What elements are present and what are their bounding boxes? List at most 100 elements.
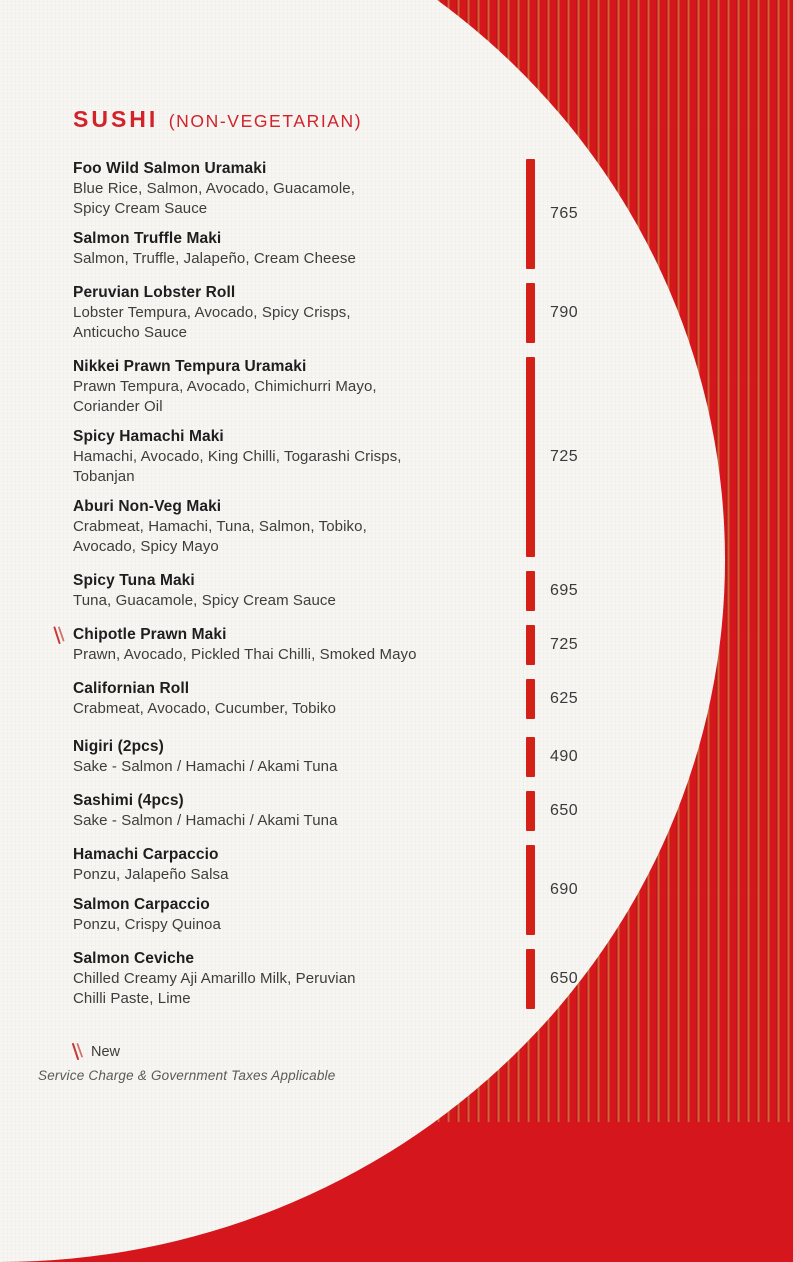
- description-line: Tobanjan: [73, 468, 135, 485]
- menu-group-items: Hamachi Carpaccio Ponzu, Jalapeño Salsa Sa…: [73, 845, 526, 935]
- item-name: Salmon Carpaccio: [73, 896, 210, 913]
- menu-group-items: Sashimi (4pcs) Sake - Salmon / Hamachi / …: [73, 791, 526, 831]
- menu-group: Sashimi (4pcs) Sake - Salmon / Hamachi / …: [73, 791, 613, 831]
- menu-group-items: Foo Wild Salmon Uramaki Blue Rice, Salmon…: [73, 159, 526, 269]
- item-description: Ponzu, Crispy Quinoa: [73, 915, 526, 935]
- description-line: Ponzu, Jalapeño Salsa: [73, 866, 229, 883]
- menu-group-items: Peruvian Lobster Roll Lobster Tempura, Av…: [73, 283, 526, 343]
- menu-group-items: Nikkei Prawn Tempura Uramaki Prawn Tempur…: [73, 357, 526, 557]
- item-name: Salmon Truffle Maki: [73, 230, 222, 247]
- menu-item: Nikkei Prawn Tempura Uramaki Prawn Tempur…: [73, 357, 526, 417]
- item-name: Salmon Ceviche: [73, 950, 195, 967]
- item-name: Nikkei Prawn Tempura Uramaki: [73, 358, 307, 375]
- description-line: Salmon, Truffle, Jalapeño, Cream Cheese: [73, 250, 356, 267]
- item-description: Chilled Creamy Aji Amarillo Milk, Peruvi…: [73, 969, 526, 1009]
- menu-item: Californian Roll Crabmeat, Avocado, Cucum…: [73, 679, 526, 719]
- item-name: Spicy Tuna Maki: [73, 572, 195, 589]
- description-line: Crabmeat, Avocado, Cucumber, Tobiko: [73, 700, 337, 717]
- menu-item: Salmon Carpaccio Ponzu, Crispy Quinoa: [73, 895, 526, 935]
- item-description: Blue Rice, Salmon, Avocado, Guacamole, Sp…: [73, 179, 526, 219]
- menu-group: Hamachi Carpaccio Ponzu, Jalapeño Salsa Sa…: [73, 845, 613, 935]
- new-legend-label: New: [91, 1044, 121, 1060]
- description-line: Prawn, Avocado, Pickled Thai Chilli, Smo…: [73, 646, 417, 663]
- item-name: Aburi Non-Veg Maki: [73, 498, 222, 515]
- item-price: 650: [550, 802, 579, 819]
- price-bar: [526, 625, 535, 665]
- item-price: 625: [550, 690, 579, 707]
- menu-group: Salmon Ceviche Chilled Creamy Aji Amarill…: [73, 949, 613, 1009]
- item-price: 725: [550, 448, 579, 465]
- chopsticks-new-icon: [70, 1043, 83, 1061]
- chopsticks-new-icon: [51, 626, 65, 645]
- item-price: 490: [550, 748, 579, 765]
- item-name: Sashimi (4pcs): [73, 792, 184, 809]
- menu-group-items: Salmon Ceviche Chilled Creamy Aji Amarill…: [73, 949, 526, 1009]
- item-description: Tuna, Guacamole, Spicy Cream Sauce: [73, 591, 526, 611]
- item-description: Hamachi, Avocado, King Chilli, Togarashi…: [73, 447, 526, 487]
- description-line: Sake - Salmon / Hamachi / Akami Tuna: [73, 812, 338, 829]
- menu-group-items: Spicy Tuna Maki Tuna, Guacamole, Spicy Cr…: [73, 571, 526, 611]
- description-line: Prawn Tempura, Avocado, Chimichurri Mayo…: [73, 378, 377, 395]
- price-bar: [526, 679, 535, 719]
- section-subtitle: (NON-VEGETARIAN): [168, 111, 363, 131]
- item-description: Sake - Salmon / Hamachi / Akami Tuna: [73, 811, 526, 831]
- menu-item: Aburi Non-Veg Maki Crabmeat, Hamachi, Tun…: [73, 497, 526, 557]
- description-line: Coriander Oil: [73, 398, 163, 415]
- menu-item: Peruvian Lobster Roll Lobster Tempura, Av…: [73, 283, 526, 343]
- menu-group-items: Chipotle Prawn Maki Prawn, Avocado, Pickl…: [53, 625, 526, 665]
- price-bar: [526, 283, 535, 343]
- menu-item: Nigiri (2pcs) Sake - Salmon / Hamachi / A…: [73, 737, 526, 777]
- menu-group: Chipotle Prawn Maki Prawn, Avocado, Pickl…: [53, 625, 613, 665]
- description-line: Sake - Salmon / Hamachi / Akami Tuna: [73, 758, 338, 775]
- item-name: Californian Roll: [73, 680, 190, 697]
- item-description: Ponzu, Jalapeño Salsa: [73, 865, 526, 885]
- price-bar: [526, 159, 535, 269]
- menu-group: Spicy Tuna Maki Tuna, Guacamole, Spicy Cr…: [73, 571, 613, 611]
- description-line: Hamachi, Avocado, King Chilli, Togarashi…: [73, 448, 402, 465]
- description-line: Chilli Paste, Lime: [73, 990, 191, 1007]
- price-bar: [526, 845, 535, 935]
- item-description: Prawn, Avocado, Pickled Thai Chilli, Smo…: [73, 645, 526, 665]
- price-bar: [526, 737, 535, 777]
- item-price: 725: [550, 636, 579, 653]
- menu-item: Salmon Truffle Maki Salmon, Truffle, Jala…: [73, 229, 526, 269]
- price-bar: [526, 791, 535, 831]
- description-line: Lobster Tempura, Avocado, Spicy Crisps,: [73, 304, 351, 321]
- menu-item: Chipotle Prawn Maki Prawn, Avocado, Pickl…: [53, 625, 526, 665]
- item-price: 695: [550, 582, 579, 599]
- menu-group: Californian Roll Crabmeat, Avocado, Cucum…: [73, 679, 613, 719]
- menu-item: Spicy Tuna Maki Tuna, Guacamole, Spicy Cr…: [73, 571, 526, 611]
- item-description: Lobster Tempura, Avocado, Spicy Crisps, A…: [73, 303, 526, 343]
- menu-content: SUSHI (NON-VEGETARIAN) Foo Wild Salmon U…: [53, 106, 613, 1023]
- price-bar: [526, 949, 535, 1009]
- menu-group: Nikkei Prawn Tempura Uramaki Prawn Tempur…: [73, 357, 613, 557]
- item-name: Peruvian Lobster Roll: [73, 284, 236, 301]
- menu-item: Salmon Ceviche Chilled Creamy Aji Amarill…: [73, 949, 526, 1009]
- menu-item: Foo Wild Salmon Uramaki Blue Rice, Salmon…: [73, 159, 526, 219]
- description-line: Chilled Creamy Aji Amarillo Milk, Peruvi…: [73, 970, 356, 987]
- page-title: SUSHI (NON-VEGETARIAN): [73, 106, 613, 133]
- description-line: Avocado, Spicy Mayo: [73, 538, 219, 555]
- tax-disclaimer: Service Charge & Government Taxes Applic…: [38, 1068, 336, 1083]
- item-description: Prawn Tempura, Avocado, Chimichurri Mayo…: [73, 377, 526, 417]
- menu-list: Foo Wild Salmon Uramaki Blue Rice, Salmon…: [53, 159, 613, 1009]
- item-name: Chipotle Prawn Maki: [73, 626, 227, 643]
- item-description: Crabmeat, Avocado, Cucumber, Tobiko: [73, 699, 526, 719]
- item-description: Sake - Salmon / Hamachi / Akami Tuna: [73, 757, 526, 777]
- menu-group: Peruvian Lobster Roll Lobster Tempura, Av…: [73, 283, 613, 343]
- menu-group: Nigiri (2pcs) Sake - Salmon / Hamachi / A…: [73, 737, 613, 777]
- menu-item: Sashimi (4pcs) Sake - Salmon / Hamachi / …: [73, 791, 526, 831]
- new-legend: New: [70, 1043, 120, 1061]
- section-title: SUSHI: [73, 106, 159, 132]
- item-name: Foo Wild Salmon Uramaki: [73, 160, 267, 177]
- description-line: Crabmeat, Hamachi, Tuna, Salmon, Tobiko,: [73, 518, 367, 535]
- item-name: Hamachi Carpaccio: [73, 846, 219, 863]
- item-price: 650: [550, 970, 579, 987]
- description-line: Ponzu, Crispy Quinoa: [73, 916, 221, 933]
- menu-item: Spicy Hamachi Maki Hamachi, Avocado, King…: [73, 427, 526, 487]
- price-bar: [526, 571, 535, 611]
- price-bar: [526, 357, 535, 557]
- description-line: Tuna, Guacamole, Spicy Cream Sauce: [73, 592, 336, 609]
- menu-group: Foo Wild Salmon Uramaki Blue Rice, Salmon…: [73, 159, 613, 269]
